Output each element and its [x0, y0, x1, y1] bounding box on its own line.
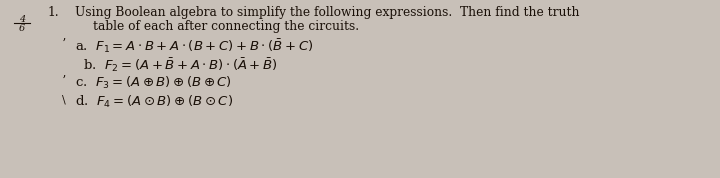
Text: b.  $F_2 = (A + \bar{B} + A \cdot B) \cdot (\bar{A} + \bar{B})$: b. $F_2 = (A + \bar{B} + A \cdot B) \cdo… [83, 56, 278, 74]
Text: c.  $F_3 = (A \oplus B) \oplus (B \oplus C)$: c. $F_3 = (A \oplus B) \oplus (B \oplus … [75, 75, 232, 91]
Text: \: \ [62, 95, 66, 105]
Text: d.  $F_4 = (A \odot B) \oplus (B \odot C)$: d. $F_4 = (A \odot B) \oplus (B \odot C)… [75, 94, 233, 110]
Text: Using Boolean algebra to simplify the following expressions.  Then find the trut: Using Boolean algebra to simplify the fo… [75, 6, 580, 19]
Text: a.  $F_1 = A \cdot B + A \cdot (B + C) + B \cdot (\bar{B} + C)$: a. $F_1 = A \cdot B + A \cdot (B + C) + … [75, 37, 313, 55]
Text: table of each after connecting the circuits.: table of each after connecting the circu… [93, 20, 359, 33]
Text: ʼ: ʼ [62, 75, 66, 88]
Text: 1.: 1. [48, 6, 60, 19]
Text: ʼ: ʼ [62, 38, 66, 51]
Text: 6: 6 [19, 24, 25, 33]
Text: 4: 4 [19, 15, 25, 24]
